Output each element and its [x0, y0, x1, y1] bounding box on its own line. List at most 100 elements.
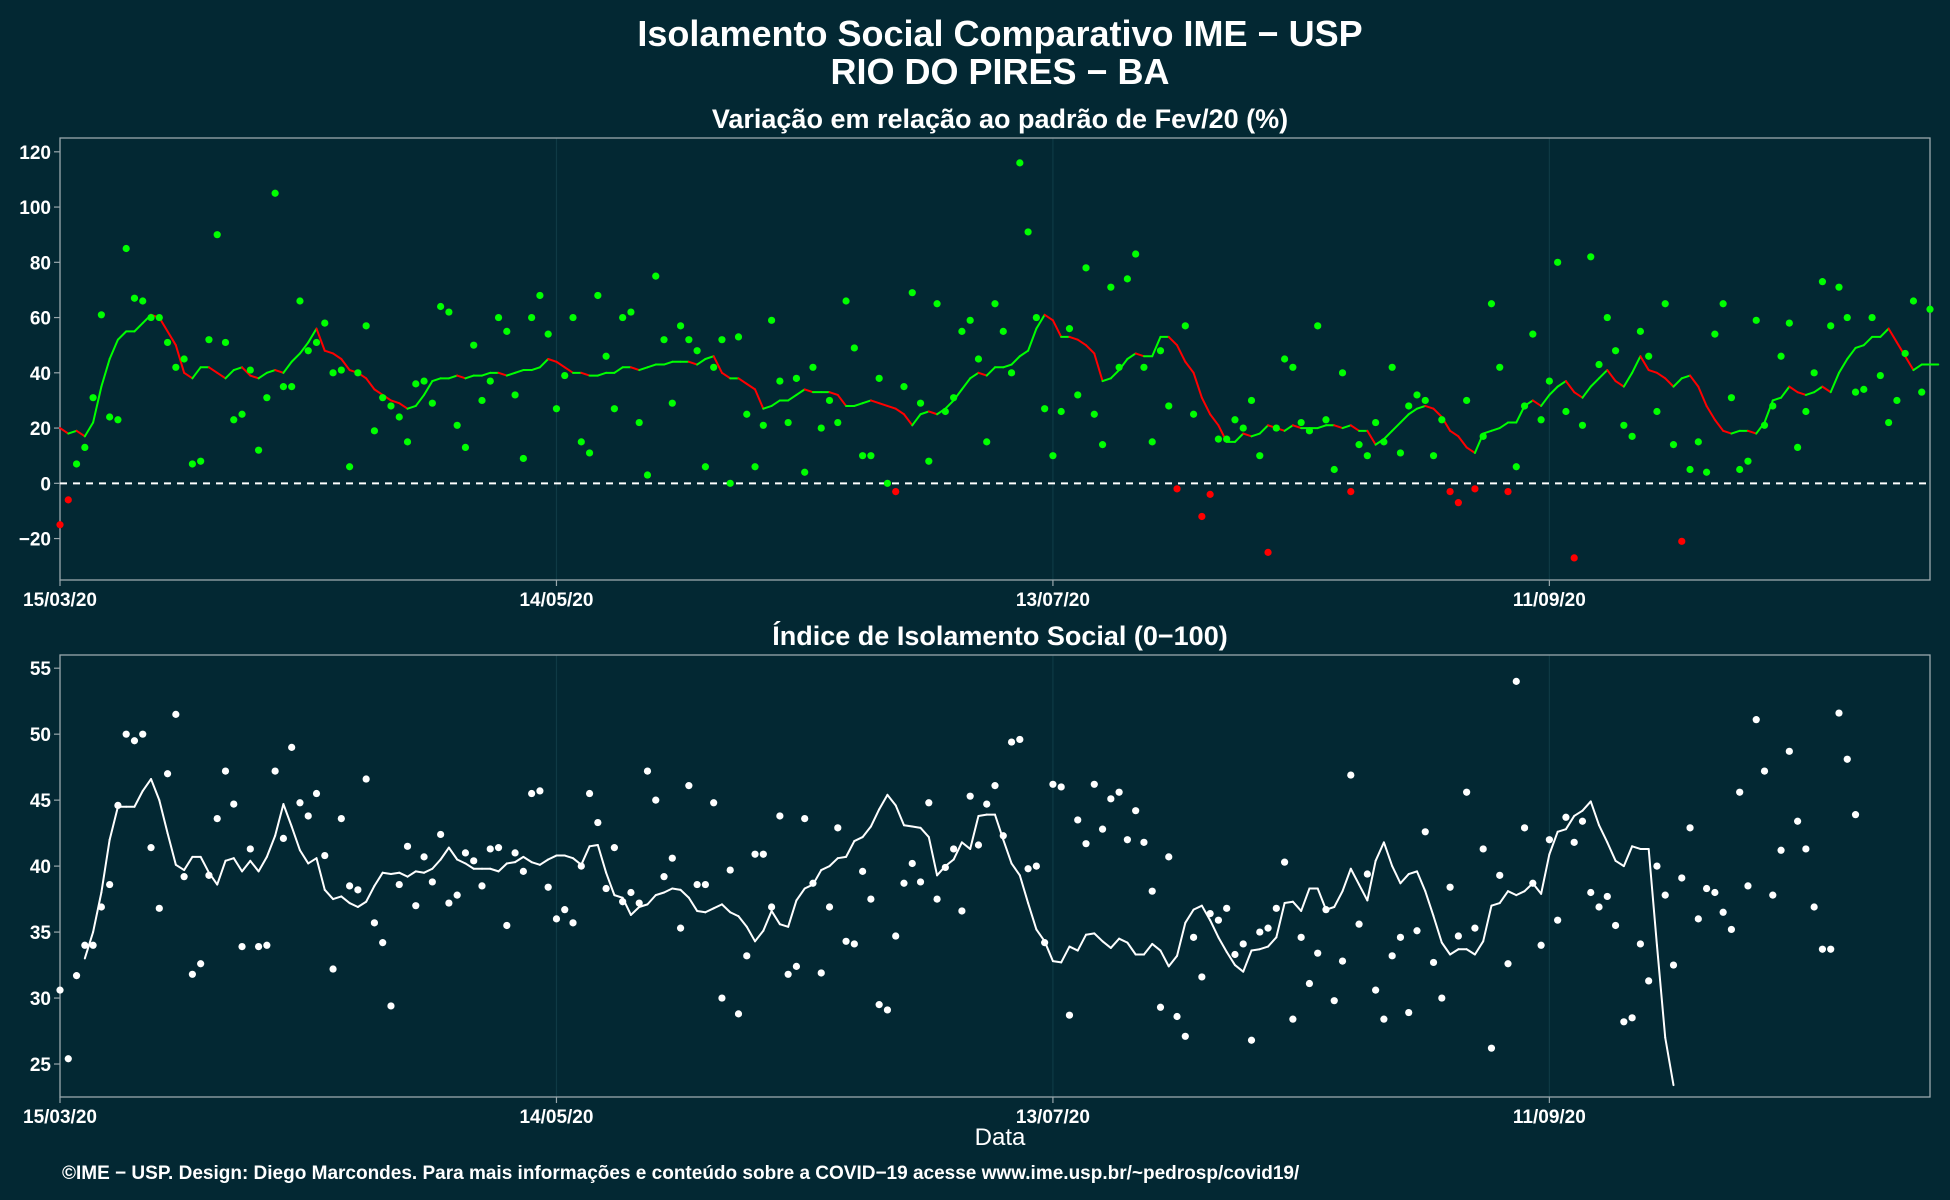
moving-average-segment — [1424, 404, 1435, 410]
moving-average-segment — [1027, 327, 1038, 352]
moving-average-segment — [323, 888, 335, 901]
data-point — [106, 880, 114, 889]
moving-average-segment — [663, 360, 674, 366]
data-point — [1611, 347, 1620, 355]
moving-average-segment — [1341, 424, 1352, 430]
moving-average-segment — [514, 369, 525, 374]
moving-average-segment — [547, 358, 558, 363]
y-tick-label: 45 — [30, 791, 52, 812]
moving-average-segment — [778, 923, 790, 928]
moving-average-segment — [439, 846, 450, 861]
data-point — [1843, 313, 1851, 322]
moving-average-segment — [1060, 945, 1071, 964]
data-point — [387, 1002, 395, 1010]
moving-average-segment — [762, 909, 773, 932]
data-point — [759, 421, 767, 429]
data-point — [1810, 903, 1818, 911]
data-point — [1281, 355, 1289, 363]
data-point — [1769, 402, 1777, 410]
moving-average-segment — [1614, 380, 1625, 388]
moving-average-segment — [1639, 355, 1650, 372]
moving-average-segment — [505, 371, 517, 377]
data-point — [1082, 264, 1090, 272]
data-point — [1711, 888, 1719, 897]
data-point — [1744, 882, 1752, 890]
data-point — [1860, 385, 1868, 393]
data-point — [569, 313, 577, 322]
data-point — [528, 789, 536, 798]
moving-average-segment — [1622, 371, 1634, 388]
data-point — [478, 396, 486, 405]
data-point — [883, 1006, 892, 1014]
data-point — [792, 962, 801, 970]
moving-average-segment — [1887, 327, 1898, 344]
moving-average-segment — [754, 929, 765, 943]
moving-average-segment — [1556, 380, 1567, 388]
data-point — [1504, 488, 1512, 496]
moving-average-segment — [538, 858, 550, 866]
data-point — [1380, 1015, 1388, 1023]
data-point — [892, 932, 900, 940]
data-point — [370, 427, 379, 435]
moving-average-segment — [1837, 358, 1849, 374]
data-point — [1057, 407, 1065, 416]
moving-average-segment — [1771, 396, 1783, 402]
data-point — [1140, 363, 1148, 371]
data-point — [1272, 424, 1280, 432]
moving-average-segment — [878, 793, 889, 811]
data-point — [1810, 369, 1818, 377]
moving-average-segment — [1862, 335, 1874, 347]
data-point — [726, 866, 734, 874]
data-point — [1214, 435, 1223, 443]
moving-average-segment — [1126, 941, 1137, 956]
data-point — [900, 879, 908, 887]
moving-average-segment — [1167, 335, 1179, 347]
moving-average-segment — [447, 846, 459, 861]
data-point — [536, 291, 544, 300]
data-point — [1496, 871, 1504, 879]
moving-average-segment — [290, 352, 301, 363]
moving-average-segment — [1316, 887, 1327, 911]
data-point — [114, 416, 122, 424]
data-point — [1818, 278, 1827, 286]
data-point — [180, 355, 188, 363]
moving-average-segment — [1192, 904, 1203, 911]
moving-average-segment — [1018, 349, 1030, 358]
moving-average-segment — [323, 349, 335, 355]
moving-average-segment — [530, 366, 541, 372]
data-point — [685, 336, 693, 344]
panel-border — [59, 654, 1931, 1098]
y-tick-label: 25 — [30, 1055, 52, 1076]
moving-average-segment — [1465, 948, 1476, 956]
data-point — [916, 878, 925, 886]
index-panel-title: Índice de Isolamento Social (0−100) — [772, 620, 1227, 651]
data-point — [552, 915, 561, 923]
moving-average-segment — [1085, 932, 1096, 936]
data-point — [420, 853, 428, 861]
moving-average-segment — [803, 388, 814, 394]
moving-average-segment — [1167, 954, 1179, 968]
data-point — [230, 416, 238, 424]
moving-average-segment — [1507, 890, 1518, 897]
data-point — [966, 792, 974, 800]
data-point — [246, 845, 254, 853]
data-point — [1413, 391, 1421, 399]
data-point — [1620, 1018, 1628, 1026]
moving-average-segment — [1391, 865, 1402, 885]
data-point — [1297, 933, 1305, 941]
data-point — [1578, 817, 1587, 825]
data-point — [1413, 927, 1421, 935]
data-point — [743, 952, 751, 960]
moving-average-segment — [1804, 391, 1816, 396]
moving-average-segment — [1598, 824, 1609, 844]
moving-average-segment — [696, 909, 707, 914]
data-point — [296, 799, 304, 807]
data-point — [701, 880, 709, 889]
data-point — [1794, 443, 1802, 451]
data-point — [296, 297, 304, 305]
moving-average-segment — [919, 826, 930, 839]
data-point — [1107, 283, 1115, 291]
moving-average-segment — [414, 870, 426, 874]
data-point — [1736, 788, 1744, 796]
